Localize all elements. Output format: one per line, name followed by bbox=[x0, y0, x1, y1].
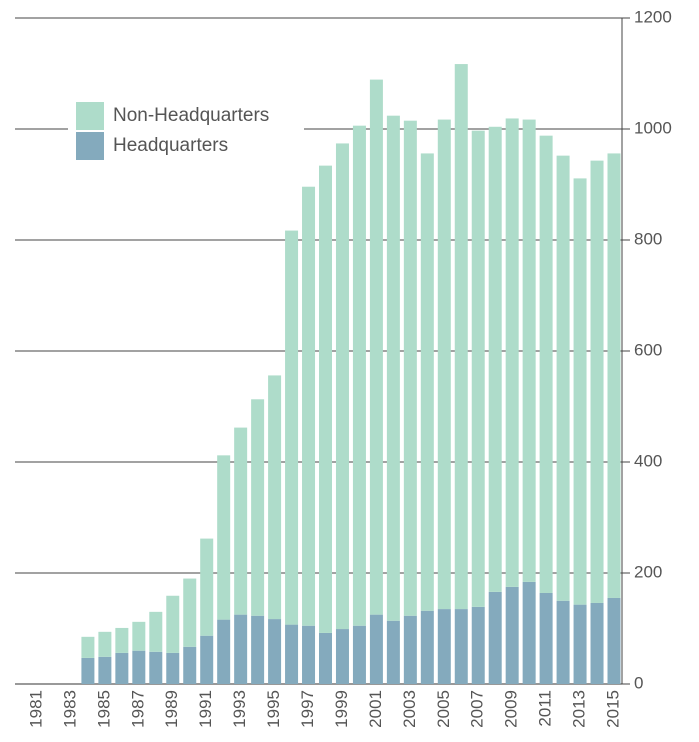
bar-segment bbox=[454, 64, 468, 610]
bar-segment bbox=[98, 631, 112, 657]
bar-segment bbox=[488, 126, 502, 592]
bar-segment bbox=[386, 620, 400, 684]
bar-segment bbox=[217, 619, 231, 684]
bar-segment bbox=[607, 153, 621, 598]
bar-segment bbox=[369, 79, 383, 615]
bar-segment bbox=[268, 619, 282, 684]
y-tick-label: 1000 bbox=[634, 118, 672, 137]
legend-swatch bbox=[76, 132, 104, 160]
bar-segment bbox=[522, 119, 536, 582]
x-tick-label: 1985 bbox=[94, 690, 113, 728]
bar-segment bbox=[437, 119, 451, 610]
bar-segment bbox=[200, 635, 214, 684]
bar-segment bbox=[335, 143, 349, 630]
bar-segment bbox=[369, 614, 383, 684]
x-tick-label: 1993 bbox=[230, 690, 249, 728]
bar-segment bbox=[81, 636, 95, 658]
x-tick-label: 1983 bbox=[60, 690, 79, 728]
bar-segment bbox=[302, 186, 316, 626]
bar-segment bbox=[98, 656, 112, 684]
x-tick-label: 1991 bbox=[196, 690, 215, 728]
bar-segment bbox=[285, 230, 299, 625]
bar-segment bbox=[183, 578, 197, 647]
bar-segment bbox=[352, 625, 366, 684]
legend-label: Non-Headquarters bbox=[113, 105, 269, 126]
bar-segment bbox=[403, 615, 417, 684]
bar-segment bbox=[166, 595, 180, 653]
bar-segment bbox=[335, 629, 349, 684]
bar-segment bbox=[590, 602, 604, 684]
bar-segment bbox=[251, 399, 265, 616]
bar-segment bbox=[556, 155, 570, 601]
bar-segment bbox=[539, 592, 553, 684]
bar-segment bbox=[234, 427, 248, 615]
bar-segment bbox=[471, 606, 485, 684]
bar-segment bbox=[505, 586, 519, 684]
bar-segment bbox=[607, 597, 621, 684]
bar-segment bbox=[81, 657, 95, 684]
legend-label: Headquarters bbox=[113, 135, 228, 156]
bar-segment bbox=[403, 120, 417, 616]
bar-segment bbox=[251, 615, 265, 684]
bar-segment bbox=[488, 591, 502, 684]
x-tick-label: 1997 bbox=[298, 690, 317, 728]
x-tick-label: 1981 bbox=[26, 690, 45, 728]
bar-segment bbox=[149, 611, 163, 652]
x-tick-label: 2007 bbox=[468, 690, 487, 728]
x-tick-label: 1989 bbox=[162, 690, 181, 728]
bar-segment bbox=[352, 125, 366, 626]
bar-segment bbox=[234, 614, 248, 684]
bar-segment bbox=[217, 455, 231, 620]
bar-segment bbox=[437, 609, 451, 684]
x-tick-label: 2001 bbox=[366, 690, 385, 728]
bar-segment bbox=[132, 650, 146, 684]
x-tick-label: 2005 bbox=[434, 690, 453, 728]
bar-segment bbox=[522, 581, 536, 684]
x-tick-label: 2011 bbox=[536, 690, 555, 727]
y-tick-label: 600 bbox=[634, 340, 662, 359]
bar-segment bbox=[573, 604, 587, 684]
bar-segment bbox=[539, 135, 553, 593]
x-tick-label: 2013 bbox=[570, 690, 589, 728]
legend-swatch bbox=[76, 102, 104, 130]
bar-segment bbox=[285, 624, 299, 684]
y-tick-label: 0 bbox=[634, 673, 643, 692]
bar-segment bbox=[420, 610, 434, 684]
bar-segment bbox=[505, 118, 519, 587]
x-tick-label: 2009 bbox=[502, 690, 521, 728]
x-tick-label: 2015 bbox=[603, 690, 622, 728]
bar-segment bbox=[183, 646, 197, 684]
bar-segment bbox=[302, 625, 316, 684]
bar-segment bbox=[268, 375, 282, 620]
x-tick-label: 1995 bbox=[264, 690, 283, 728]
bar-segment bbox=[454, 609, 468, 684]
bar-segment bbox=[556, 600, 570, 684]
bar-segment bbox=[386, 115, 400, 621]
legend-background bbox=[68, 95, 304, 165]
bar-segment bbox=[319, 632, 332, 684]
bar-segment bbox=[200, 538, 214, 636]
x-tick-label: 1999 bbox=[332, 690, 351, 728]
bar-segment bbox=[132, 621, 146, 651]
x-tick-label: 2003 bbox=[400, 690, 419, 728]
bar-segment bbox=[115, 627, 129, 653]
bar-segment bbox=[149, 651, 163, 684]
bar-segment bbox=[115, 652, 129, 684]
y-tick-label: 400 bbox=[634, 451, 662, 470]
bar-segment bbox=[573, 178, 587, 605]
bar-segment bbox=[590, 160, 604, 603]
y-tick-label: 200 bbox=[634, 562, 662, 581]
bar-segment bbox=[166, 652, 180, 684]
x-tick-label: 1987 bbox=[128, 690, 147, 728]
bar-segment bbox=[420, 153, 434, 611]
bar-segment bbox=[471, 130, 485, 607]
bar-segment bbox=[319, 165, 332, 633]
y-tick-label: 1200 bbox=[634, 7, 672, 26]
y-tick-label: 800 bbox=[634, 229, 662, 248]
